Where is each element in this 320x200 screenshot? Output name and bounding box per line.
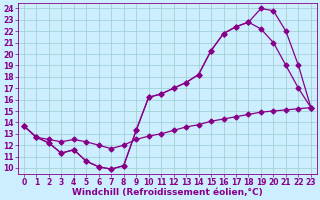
X-axis label: Windchill (Refroidissement éolien,°C): Windchill (Refroidissement éolien,°C) xyxy=(72,188,263,197)
